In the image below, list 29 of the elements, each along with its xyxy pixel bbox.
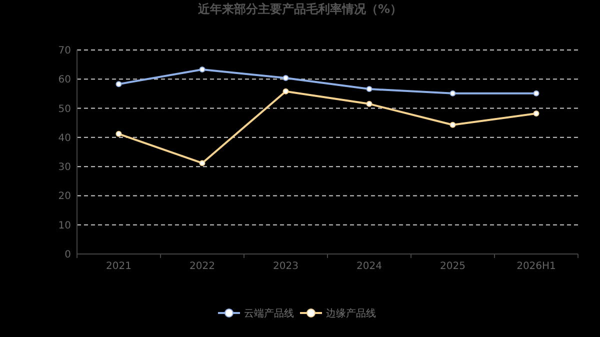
point [533,90,540,96]
x-tick-label: 2024 [356,261,382,272]
point [450,122,456,128]
point [282,88,289,94]
point [366,86,372,92]
y-tick-label: 10 [58,220,71,232]
y-tick-label: 40 [58,132,71,144]
chart-title: 近年来部分主要产品毛利率情况（%） [196,2,402,16]
point [450,90,456,96]
x-tick-label: 2026H1 [516,261,556,272]
point [282,74,289,81]
x-tick-label: 2021 [106,261,132,272]
legend-label: 边缘产品线 [326,308,376,320]
y-tick-label: 60 [58,74,71,86]
x-tick-label: 2025 [440,261,466,272]
y-tick-label: 0 [64,250,71,260]
y-tick-label: 50 [58,104,71,115]
x-tick-label: 2023 [273,261,298,272]
legend-label: 云端产品线 [244,308,294,320]
point [533,110,540,117]
x-tick-label: 2022 [190,261,215,272]
y-tick-label: 20 [58,191,71,202]
point [199,66,206,73]
y-tick-label: 30 [58,162,71,174]
point [366,100,372,107]
y-tick-label: 70 [58,46,71,56]
point [199,160,206,166]
point [116,81,122,88]
point [116,130,122,137]
